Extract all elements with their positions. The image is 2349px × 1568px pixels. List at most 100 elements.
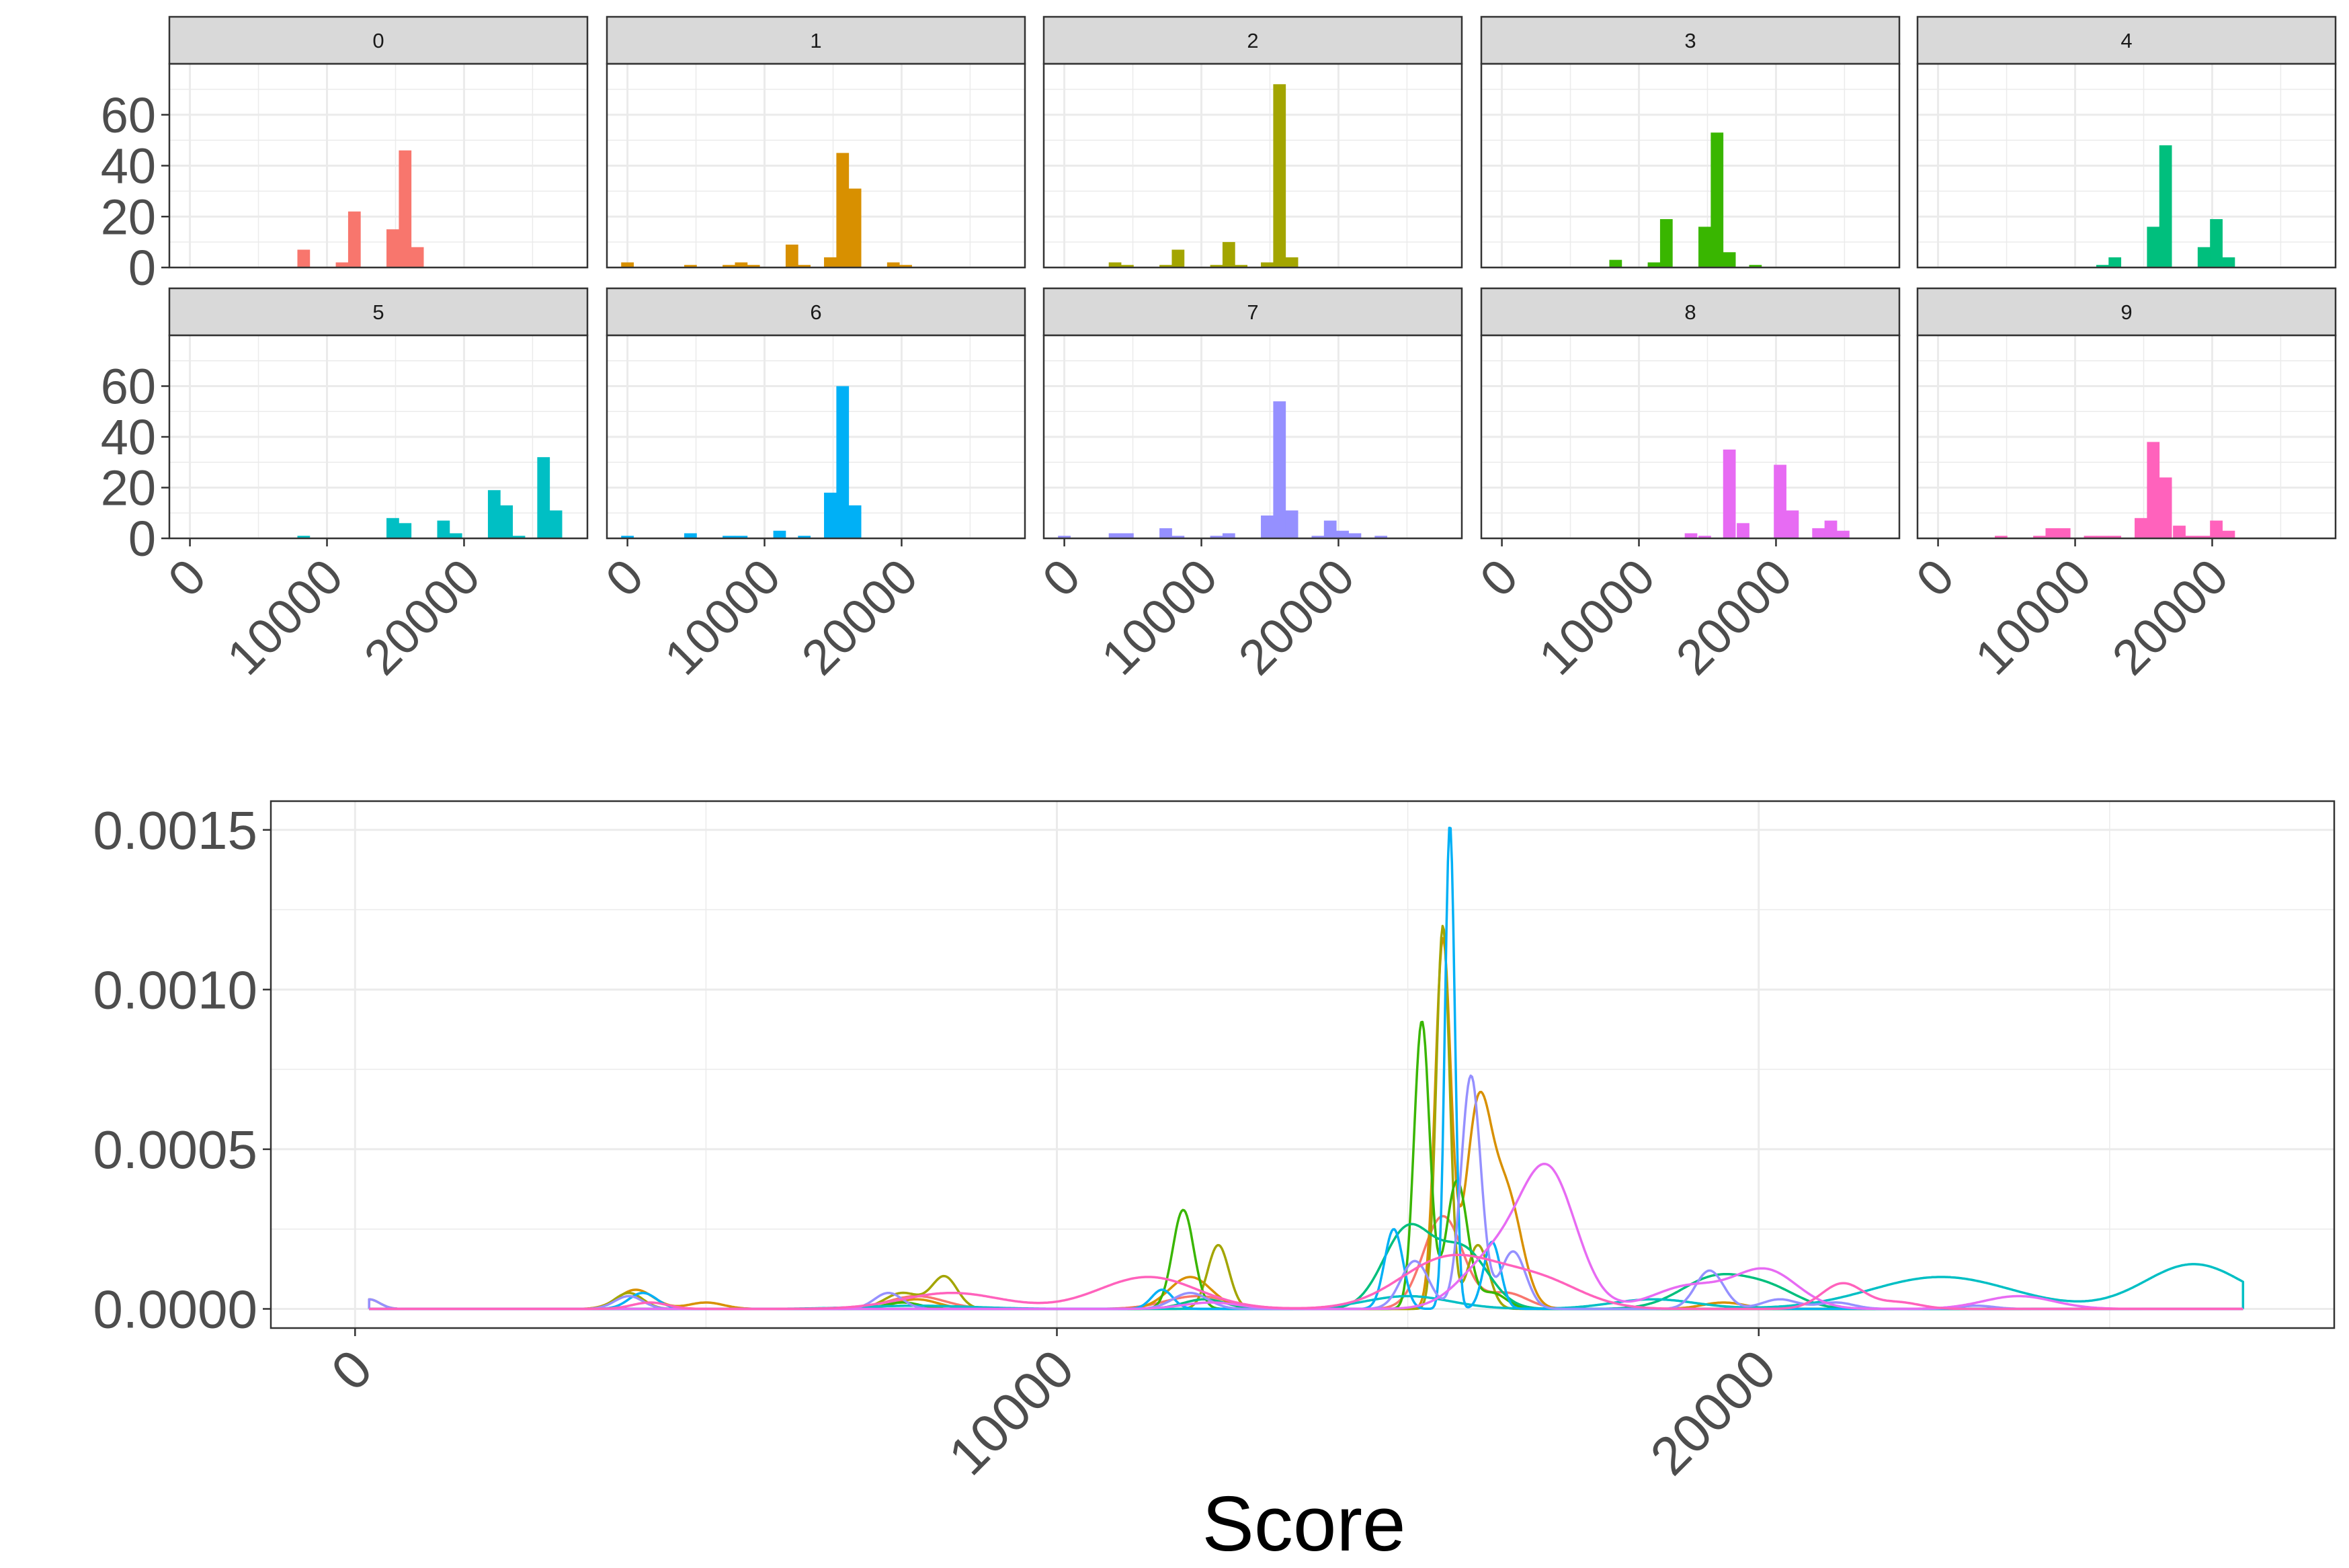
histogram-bar <box>2197 536 2211 538</box>
facet-strip-label: 8 <box>1684 300 1696 324</box>
histogram-bar <box>621 262 634 267</box>
histogram-bar <box>1222 242 1235 267</box>
y-tick-label: 0.0010 <box>93 960 257 1020</box>
histogram-bar <box>2159 477 2172 538</box>
histogram-bar <box>1684 533 1698 538</box>
facet-strip <box>1916 15 2337 65</box>
histogram-bar <box>735 262 748 267</box>
histogram-bar <box>1171 536 1185 538</box>
y-tick-label: 20 <box>101 189 156 245</box>
histogram-bar <box>297 249 311 267</box>
histogram-bar <box>2222 530 2235 538</box>
histogram-bar <box>2210 219 2223 267</box>
facet-strip <box>606 287 1026 337</box>
facet-panel-border <box>606 334 1026 540</box>
histogram-bar <box>2173 526 2186 538</box>
facet-panel-border <box>1480 63 1901 269</box>
histogram-bar <box>2057 528 2071 538</box>
histogram-bar <box>2108 257 2122 267</box>
histogram-bar <box>1285 510 1299 538</box>
histogram-bar <box>899 265 912 267</box>
facet-strip-label: 6 <box>810 300 821 324</box>
histogram-bar <box>1647 262 1661 267</box>
histogram-bar <box>848 505 862 538</box>
histogram-bar <box>1374 536 1388 538</box>
histogram-bar <box>1812 528 1825 538</box>
density-panel-background <box>271 801 2334 1328</box>
histogram-bar <box>2096 536 2109 538</box>
histogram-bar <box>437 520 450 538</box>
histogram-bar <box>1774 464 1786 538</box>
histogram-bar <box>1171 249 1185 267</box>
histogram-bar <box>684 265 697 267</box>
y-tick-label: 0.0005 <box>93 1120 257 1180</box>
density-panel-border <box>270 800 2336 1329</box>
histogram-bar <box>1786 510 1799 538</box>
histogram-bar <box>411 247 424 267</box>
facet-strip-label: 0 <box>372 29 384 52</box>
histogram-bar <box>2084 536 2097 538</box>
facet-panel-border <box>1042 334 1463 540</box>
facet-panel-4: 4 <box>1916 15 2337 269</box>
histogram-bar <box>399 150 412 267</box>
histogram-bar <box>2033 536 2046 538</box>
histogram-bar <box>347 211 361 267</box>
histogram-bar <box>2222 257 2235 267</box>
histogram-bar <box>1837 530 1850 538</box>
histogram-bar <box>1159 528 1172 538</box>
histogram-bar <box>1222 533 1235 538</box>
y-tick-label: 0.0015 <box>93 800 257 860</box>
facet-strip-label: 1 <box>810 29 821 52</box>
histogram-bar <box>836 153 850 267</box>
facet-panel-border <box>606 63 1026 269</box>
y-tick-label: 0 <box>128 511 156 567</box>
y-tick-label: 60 <box>101 87 156 143</box>
histogram-bar <box>836 386 850 538</box>
y-tick-label: 40 <box>101 138 156 194</box>
histogram-bar <box>798 265 811 267</box>
histogram-bar <box>2135 518 2147 538</box>
facet-strip-label: 5 <box>372 300 384 324</box>
facet-strip <box>1916 287 2337 337</box>
histogram-bar <box>2210 520 2223 538</box>
histogram-bar <box>335 262 349 267</box>
histogram-bar <box>1311 536 1325 538</box>
histogram-bar <box>1698 226 1711 267</box>
histogram-bar <box>1261 262 1274 267</box>
histogram-bar <box>1273 401 1286 538</box>
histogram-bar <box>1159 265 1172 267</box>
histogram-bar <box>2108 536 2122 538</box>
histogram-bar <box>537 457 550 538</box>
histogram-bar <box>735 536 748 538</box>
histogram-bar <box>824 257 837 267</box>
histogram-bar <box>798 536 811 538</box>
histogram-bar <box>1698 536 1711 538</box>
histogram-bar <box>2045 528 2059 538</box>
y-tick-label: 20 <box>101 460 156 516</box>
histogram-bar <box>1261 515 1274 538</box>
histogram-bar <box>2159 145 2172 267</box>
histogram-bar <box>1609 259 1622 267</box>
facet-strip-label: 7 <box>1247 300 1258 324</box>
histogram-bar <box>1824 520 1838 538</box>
histogram-bar <box>512 536 526 538</box>
histogram-bar <box>723 265 735 267</box>
facet-strip <box>168 15 589 65</box>
histogram-bar <box>1348 533 1362 538</box>
histogram-bar <box>684 533 697 538</box>
histogram-bar <box>1711 132 1724 267</box>
histogram-bar <box>1749 265 1762 267</box>
facet-panel-3: 3 <box>1480 15 1901 269</box>
histogram-bar <box>848 188 862 267</box>
facet-strip <box>168 287 589 337</box>
histogram-bar <box>487 490 501 538</box>
histogram-bar <box>1058 536 1071 538</box>
facet-strip-label: 2 <box>1247 29 1258 52</box>
facet-panel-border <box>1916 63 2337 269</box>
y-tick-label: 40 <box>101 409 156 465</box>
histogram-bar <box>2197 247 2211 267</box>
